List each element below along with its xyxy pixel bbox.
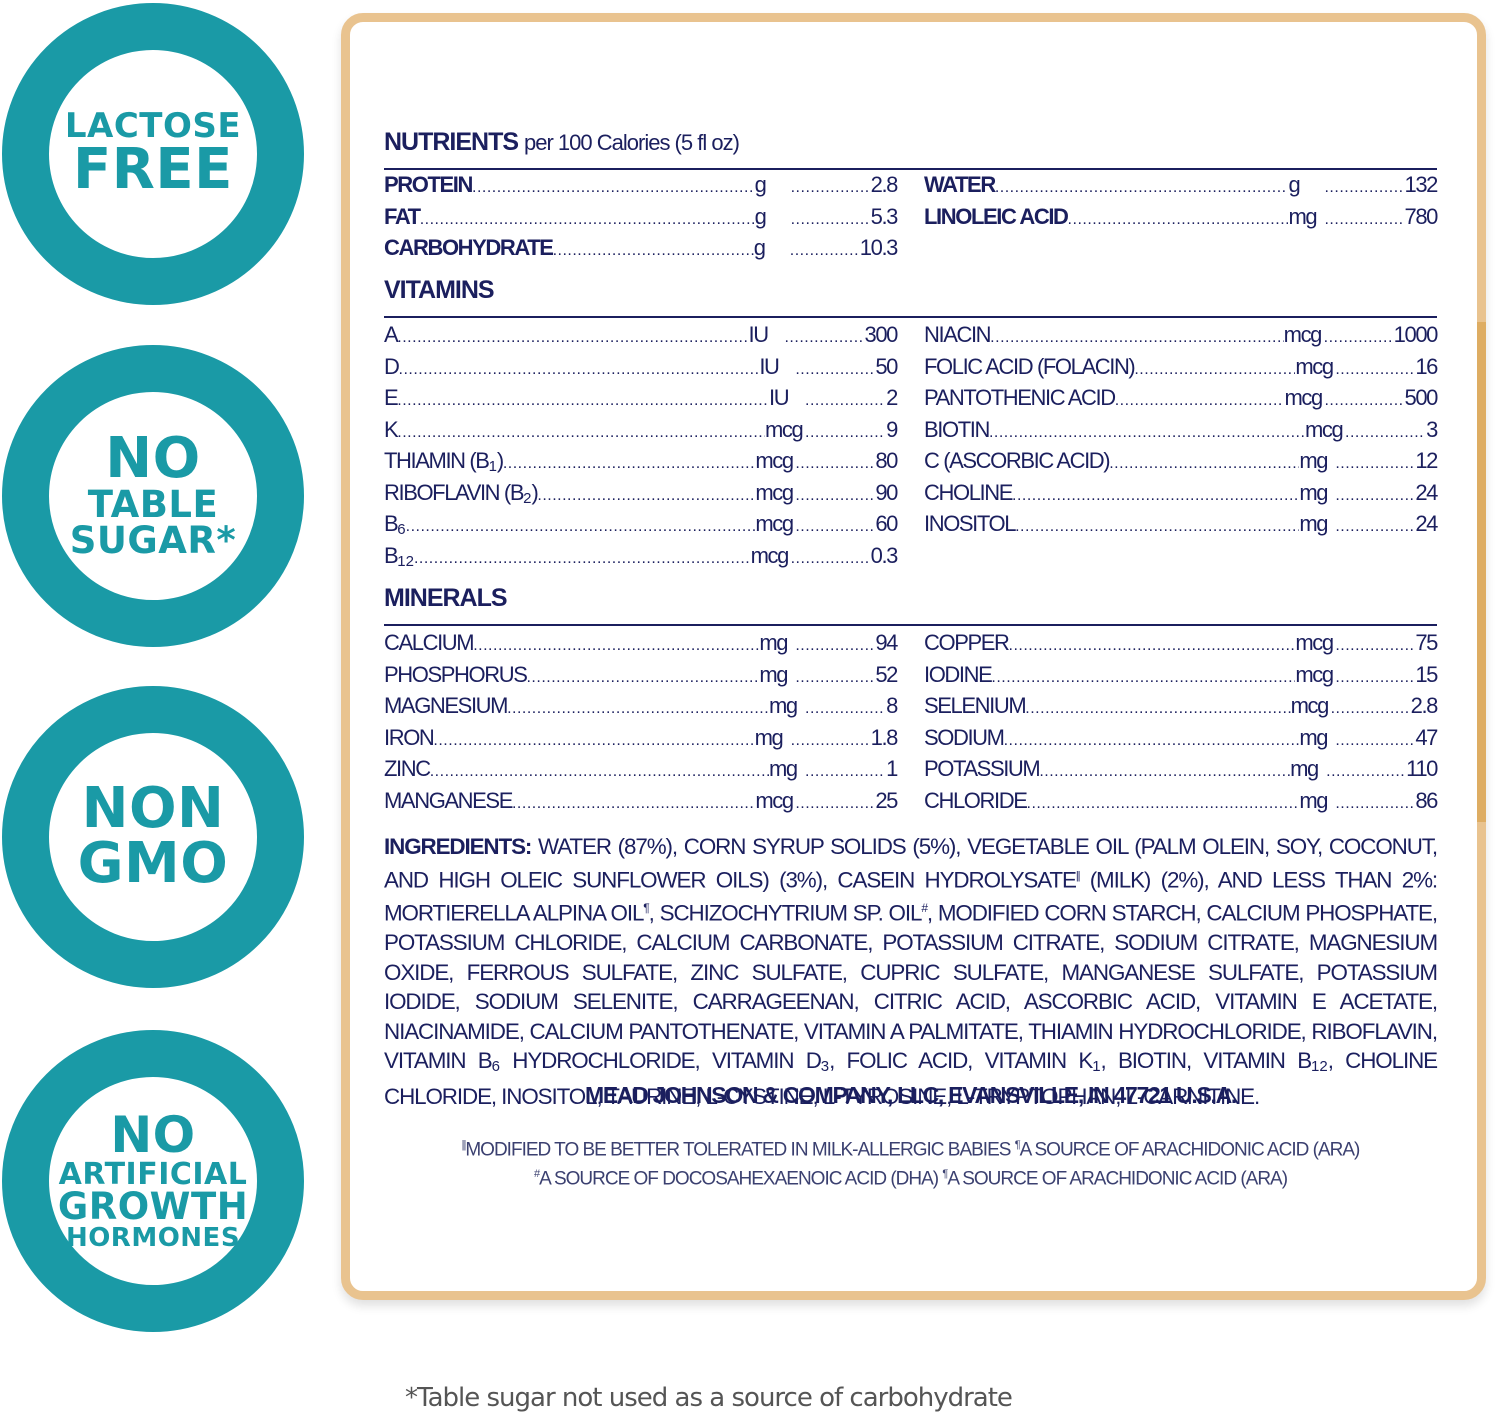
vitamin-row: INOSITOLmg24 xyxy=(924,511,1438,543)
minerals-heading: MINERALS xyxy=(384,584,1437,626)
footnotes: ||MODIFIED TO BE BETTER TOLERATED IN MIL… xyxy=(384,1133,1437,1192)
nutrients-right-column: WATERg132 LINOLEIC ACIDmg780 xyxy=(924,172,1438,236)
vitamin-row: CHOLINEmg24 xyxy=(924,480,1438,512)
mineral-row: IODINEmcg15 xyxy=(924,662,1438,694)
lactose-free-badge: LACTOSE FREE xyxy=(2,3,304,305)
vitamin-row: AIU300 xyxy=(384,322,898,354)
mineral-row: CHLORIDEmg86 xyxy=(924,788,1438,820)
vitamins-left-column: AIU300 DIU50 EIU2 Kmcg9 THIAMIN (B1)mcg8… xyxy=(384,322,898,575)
badge-text: GROWTH xyxy=(57,1185,249,1229)
badge-text: TABLE xyxy=(87,483,219,527)
badge-text: NO xyxy=(110,1105,196,1164)
no-artificial-growth-hormones-badge: NO ARTIFICIAL GROWTH HORMONES xyxy=(2,1030,304,1332)
section-subtitle: per 100 Calories (5 fl oz) xyxy=(524,130,740,155)
vitamin-row: B12mcg0.3 xyxy=(384,543,898,575)
mineral-row: ZINCmg1 xyxy=(384,756,898,788)
nutrients-left-column: PROTEINg2.8 FATg5.3 CARBOHYDRATEg10.3 xyxy=(384,172,898,267)
nutrient-row: LINOLEIC ACIDmg780 xyxy=(924,204,1438,236)
vitamin-row: C (ASCORBIC ACID)mg12 xyxy=(924,448,1438,480)
non-gmo-badge: NON GMO xyxy=(2,686,304,988)
footnote-line: ||MODIFIED TO BE BETTER TOLERATED IN MIL… xyxy=(461,1139,1361,1161)
vitamin-row: DIU50 xyxy=(384,354,898,386)
manufacturer-address: MEAD JOHNSON & COMPANY, LLC, EVANSVILLE,… xyxy=(585,1082,1237,1108)
minerals-right-column: COPPERmcg75 IODINEmcg15 SELENIUMmcg2.8 S… xyxy=(924,630,1438,820)
vitamin-row: Kmcg9 xyxy=(384,417,898,449)
mineral-row: MAGNESIUMmg8 xyxy=(384,693,898,725)
vitamin-row: EIU2 xyxy=(384,385,898,417)
mineral-row: PHOSPHORUSmg52 xyxy=(384,662,898,694)
nutrient-row: CARBOHYDRATEg10.3 xyxy=(384,235,898,267)
badge-text: SUGAR* xyxy=(69,519,237,563)
vitamins-right-column: NIACINmcg1000 FOLIC ACID (FOLACIN)mcg16 … xyxy=(924,322,1438,543)
vitamin-row: BIOTINmcg3 xyxy=(924,417,1438,449)
vitamin-row: FOLIC ACID (FOLACIN)mcg16 xyxy=(924,354,1438,386)
section-title: VITAMINS xyxy=(384,276,495,304)
ingredients-text: INGREDIENTS: WATER (87%), CORN SYRUP SOL… xyxy=(384,834,1438,1109)
mineral-row: COPPERmcg75 xyxy=(924,630,1438,662)
vitamin-row: RIBOFLAVIN (B2)mcg90 xyxy=(384,480,898,512)
table-sugar-disclaimer: *Table sugar not used as a source of car… xyxy=(405,1383,1013,1413)
mineral-row: SELENIUMmcg2.8 xyxy=(924,693,1438,725)
badge-text: NON xyxy=(81,776,225,842)
section-title: NUTRIENTS xyxy=(384,128,519,156)
badge-text: NO xyxy=(105,426,201,492)
badge-text: FREE xyxy=(73,137,233,203)
nutrient-row: PROTEINg2.8 xyxy=(384,172,898,204)
mineral-row: POTASSIUMmg110 xyxy=(924,756,1438,788)
badge-text: LACTOSE xyxy=(64,105,242,146)
badge-text: ARTIFICIAL xyxy=(58,1156,248,1192)
vitamin-row: B6mcg60 xyxy=(384,511,898,543)
vitamins-heading: VITAMINS xyxy=(384,276,1437,318)
mineral-row: MANGANESEmcg25 xyxy=(384,788,898,820)
vitamin-row: PANTOTHENIC ACIDmcg500 xyxy=(924,385,1438,417)
nutrient-row: WATERg132 xyxy=(924,172,1438,204)
minerals-left-column: CALCIUMmg94 PHOSPHORUSmg52 MAGNESIUMmg8 … xyxy=(384,630,898,820)
badge-text: HORMONES xyxy=(65,1222,241,1253)
vitamin-row: THIAMIN (B1)mcg80 xyxy=(384,448,898,480)
footnote-line: #A SOURCE OF DOCOSAHEXAENOIC ACID (DHA) … xyxy=(533,1168,1288,1190)
no-table-sugar-badge: NO TABLE SUGAR* xyxy=(2,345,304,647)
badge-text: GMO xyxy=(77,831,229,896)
mineral-row: SODIUMmg47 xyxy=(924,725,1438,757)
nutrient-row: FATg5.3 xyxy=(384,204,898,236)
mineral-row: CALCIUMmg94 xyxy=(384,630,898,662)
section-title: MINERALS xyxy=(384,584,508,612)
nutrients-heading: NUTRIENTS per 100 Calories (5 fl oz) xyxy=(384,128,1437,170)
vitamin-row: NIACINmcg1000 xyxy=(924,322,1438,354)
mineral-row: IRONmg1.8 xyxy=(384,725,898,757)
